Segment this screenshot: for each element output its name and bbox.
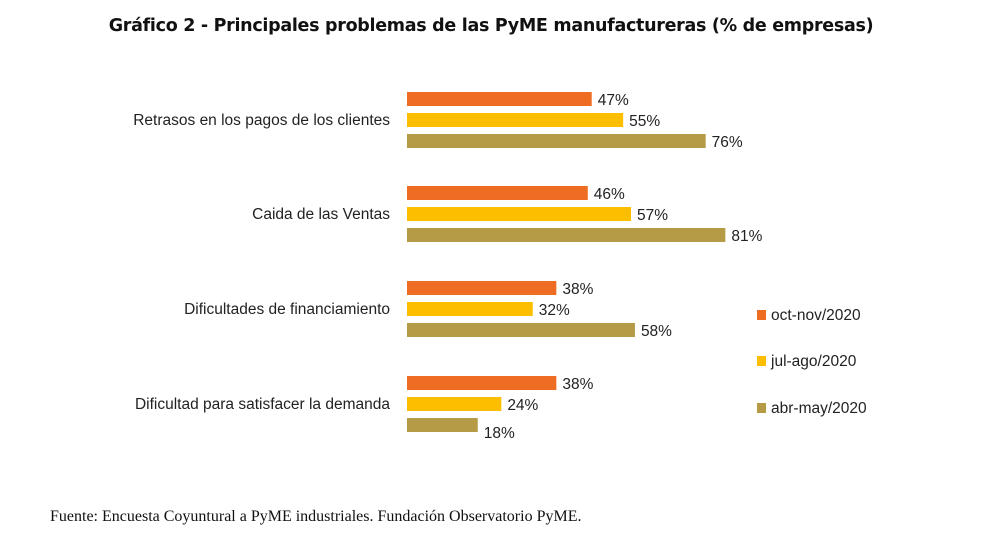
legend: oct-nov/2020 jul-ago/2020 abr-may/2020	[757, 307, 867, 417]
data-label: 38%	[562, 376, 593, 393]
data-label: 81%	[731, 228, 762, 245]
data-label: 55%	[629, 113, 660, 130]
bars-group: Retrasos en los pagos de los clientes 47%…	[133, 92, 763, 442]
legend-swatch	[757, 310, 766, 320]
legend-swatch	[757, 356, 766, 366]
legend-label: oct-nov/2020	[771, 307, 861, 324]
data-label: 47%	[598, 92, 629, 109]
category-label: Dificultades de financiamiento	[184, 301, 390, 318]
bar	[407, 302, 533, 316]
data-label: 32%	[539, 302, 570, 319]
bar	[407, 207, 632, 221]
data-label: 58%	[641, 323, 672, 340]
data-label: 46%	[594, 186, 625, 203]
bar	[407, 113, 624, 127]
bar	[407, 281, 557, 295]
bar	[407, 418, 478, 432]
category-label: Dificultad para satisfacer la demanda	[135, 396, 390, 413]
bar	[407, 323, 635, 337]
legend-label: abr-may/2020	[771, 400, 867, 417]
chart-title: Gráfico 2 - Principales problemas de las…	[108, 16, 874, 36]
category-label: Caida de las Ventas	[252, 206, 390, 223]
data-label: 57%	[637, 207, 668, 224]
bar	[407, 228, 726, 242]
legend-swatch	[757, 403, 766, 413]
bar	[407, 397, 502, 411]
bar	[407, 92, 592, 106]
category-label: Retrasos en los pagos de los clientes	[133, 112, 390, 129]
data-label: 38%	[562, 281, 593, 298]
bar	[407, 134, 706, 148]
bar	[407, 376, 557, 390]
data-label: 18%	[484, 425, 515, 442]
data-label: 24%	[507, 397, 538, 414]
source-note: Fuente: Encuesta Coyuntural a PyME indus…	[50, 508, 582, 525]
data-label: 76%	[712, 134, 743, 151]
bar	[407, 186, 588, 200]
legend-label: jul-ago/2020	[770, 353, 857, 370]
